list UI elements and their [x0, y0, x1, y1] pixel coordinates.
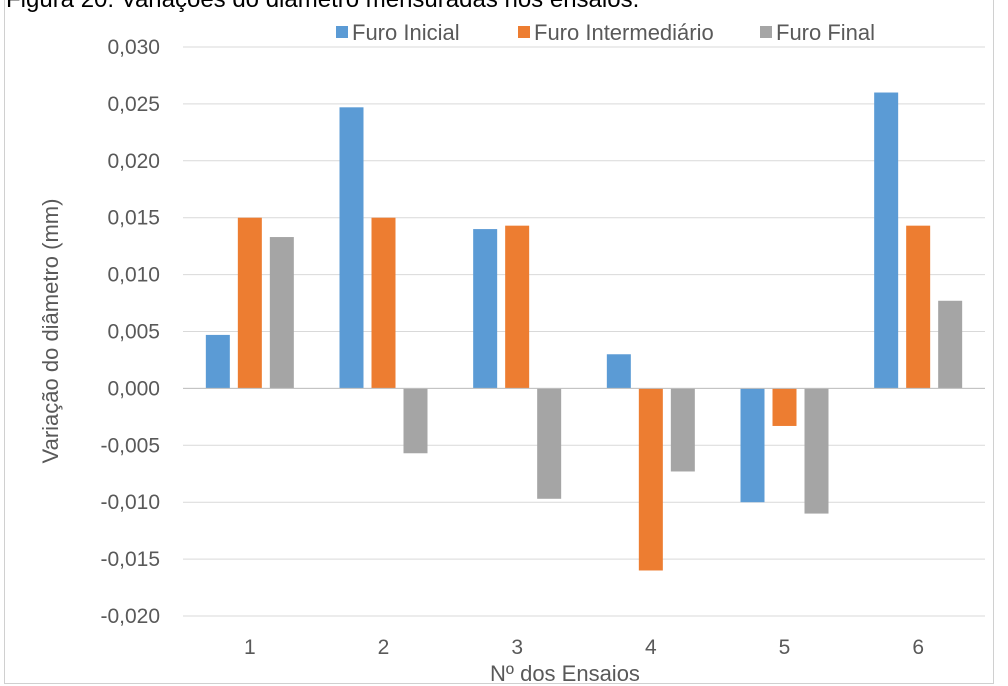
bar	[874, 92, 899, 389]
bar	[638, 388, 663, 571]
y-tick-label: 0,000	[107, 377, 160, 400]
legend-label: Furo Intermediário	[534, 20, 714, 45]
y-tick-label: -0,010	[100, 491, 160, 514]
gridlines	[183, 46, 985, 617]
y-tick-label: -0,005	[100, 434, 160, 457]
bar	[473, 229, 498, 389]
legend-label: Furo Inicial	[352, 20, 460, 45]
y-tick-label: 0,030	[107, 36, 160, 59]
x-tick-label: 5	[779, 636, 791, 659]
bar	[772, 388, 797, 426]
y-tick-label: -0,020	[100, 605, 160, 628]
y-tick-labels: -0,020 -0,015 -0,010 -0,005 0,000 0,005 0,010 0…	[100, 36, 160, 628]
bar	[269, 237, 294, 389]
bar	[606, 354, 631, 389]
legend: Furo Inicial Furo Intermediário Furo Final	[336, 20, 875, 45]
legend-swatch	[760, 26, 772, 38]
bar	[237, 217, 262, 389]
x-tick-labels: 1 2 3 4 5 6	[244, 636, 924, 659]
x-tick-label: 3	[511, 636, 523, 659]
x-axis-title: Nº dos Ensaios	[490, 661, 640, 686]
bar	[403, 388, 428, 454]
legend-swatch	[336, 26, 348, 38]
chart-frame	[4, 0, 994, 684]
legend-label: Furo Final	[776, 20, 875, 45]
x-tick-label: 1	[244, 636, 256, 659]
bar	[740, 388, 765, 503]
x-tick-label: 4	[645, 636, 657, 659]
legend-swatch	[518, 26, 530, 38]
bar	[906, 225, 931, 389]
y-tick-label: 0,025	[107, 93, 160, 116]
y-tick-label: 0,010	[107, 264, 160, 287]
x-tick-label: 6	[912, 636, 924, 659]
y-tick-label: -0,015	[100, 548, 160, 571]
bar	[938, 300, 963, 389]
bar	[371, 217, 396, 389]
y-tick-label: 0,005	[107, 321, 160, 344]
bar	[505, 225, 530, 389]
bar	[670, 388, 695, 472]
y-tick-label: 0,020	[107, 150, 160, 173]
bars	[205, 92, 963, 571]
y-tick-label: 0,015	[107, 207, 160, 230]
figure-caption: Figura 20: Variações do diâmetro mensura…	[6, 0, 639, 14]
x-tick-label: 2	[378, 636, 390, 659]
y-axis-title: Variação do diâmetro (mm)	[38, 199, 63, 464]
bar	[804, 388, 829, 514]
bar	[205, 334, 230, 389]
bar	[537, 388, 562, 499]
bar	[339, 107, 364, 389]
